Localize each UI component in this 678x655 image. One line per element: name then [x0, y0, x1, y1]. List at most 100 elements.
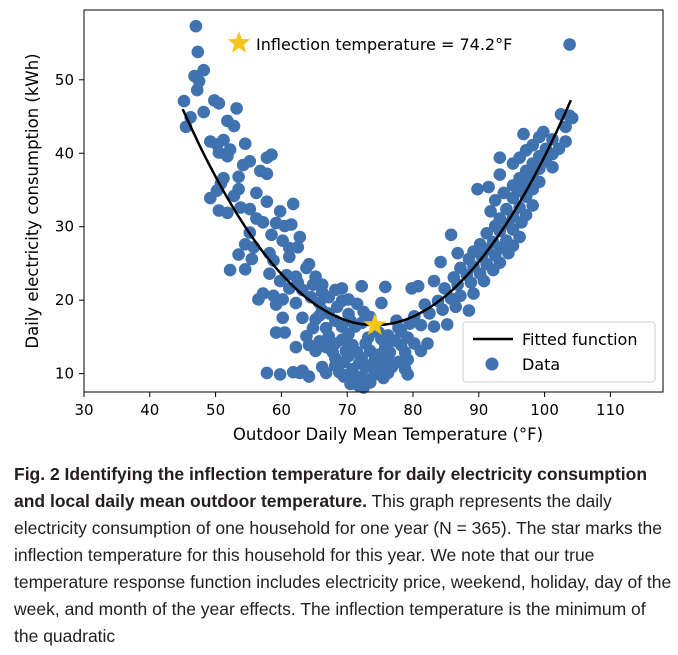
data-point: [322, 290, 336, 304]
data-point: [497, 186, 511, 200]
y-axis-ticks: 10 20 30 40 50: [55, 71, 84, 383]
data-point: [260, 366, 274, 380]
x-tick-label: 40: [140, 401, 159, 419]
data-point: [414, 318, 428, 332]
data-point: [227, 189, 241, 203]
data-point: [273, 274, 287, 288]
inflection-star: [363, 313, 387, 335]
data-point: [223, 263, 237, 277]
data-point: [252, 293, 265, 306]
data-point: [488, 194, 502, 207]
data-point: [563, 38, 576, 51]
data-point: [493, 151, 507, 164]
x-axis-label: Outdoor Daily Mean Temperature (°F): [233, 425, 543, 444]
data-point: [565, 111, 579, 125]
data-point: [286, 197, 300, 211]
data-point: [526, 199, 539, 212]
data-point: [484, 205, 497, 218]
data-point: [212, 97, 226, 110]
data-point: [273, 205, 287, 218]
data-point: [451, 246, 465, 260]
data-point: [313, 309, 326, 322]
data-point: [265, 148, 278, 161]
x-tick-label: 80: [403, 401, 422, 419]
data-point: [296, 311, 309, 325]
data-point: [263, 267, 276, 281]
data-point: [401, 368, 415, 381]
legend-label-data: Data: [522, 355, 560, 374]
data-point: [230, 102, 243, 115]
caption-title: Fig. 2 Identifying the inflection temper…: [14, 464, 648, 511]
data-point: [500, 234, 513, 247]
data-point: [260, 167, 274, 181]
data-point: [278, 326, 292, 339]
legend-label-fitted: Fitted function: [522, 330, 637, 349]
data-point: [513, 201, 526, 214]
data-point: [473, 238, 487, 251]
data-point: [238, 263, 252, 276]
data-point: [204, 191, 217, 205]
x-tick-label: 50: [206, 401, 225, 419]
data-point: [197, 63, 210, 77]
plot-frame: [83, 9, 664, 393]
data-point: [493, 168, 507, 181]
data-point: [296, 364, 309, 378]
data-point: [467, 287, 480, 300]
data-point: [500, 202, 513, 216]
data-point: [300, 261, 313, 275]
y-tick-label: 10: [55, 365, 74, 383]
data-point: [250, 212, 263, 225]
data-point: [204, 135, 217, 148]
data-point: [315, 278, 329, 292]
scatter-chart: 30 40 50 60 70 80 90 100 110 10 20 30 40 50 Outdoor …: [23, 9, 664, 444]
data-point: [265, 228, 278, 242]
data-point: [238, 137, 252, 150]
data-point: [559, 120, 572, 134]
x-axis-ticks: 30 40 50 60 70 80 90 100 110: [74, 392, 625, 419]
data-point: [269, 298, 283, 311]
data-point: [440, 318, 454, 331]
data-point: [309, 344, 322, 358]
x-tick-label: 70: [338, 401, 357, 419]
data-point: [537, 125, 550, 139]
y-axis-label: Daily electricity consumption (kWh): [23, 53, 42, 348]
data-point: [411, 279, 425, 293]
x-tick-label: 90: [469, 401, 488, 419]
data-point: [273, 368, 287, 381]
data-point: [319, 366, 333, 380]
data-point: [221, 206, 234, 220]
y-tick-label: 40: [55, 144, 74, 162]
data-point: [232, 170, 245, 184]
data-point: [306, 278, 320, 292]
data-point: [190, 83, 204, 97]
y-tick-label: 20: [55, 291, 74, 309]
data-point: [236, 158, 250, 172]
x-tick-label: 110: [596, 401, 625, 419]
data-point: [392, 321, 405, 335]
data-point: [447, 271, 461, 284]
data-point: [232, 248, 245, 261]
data-point: [276, 311, 290, 325]
data-point: [438, 282, 451, 295]
data-point: [454, 261, 467, 275]
data-point: [223, 143, 237, 156]
legend-box: [462, 321, 656, 383]
data-point: [221, 114, 234, 128]
data-point: [377, 371, 390, 385]
data-point: [283, 250, 296, 264]
x-tick-label: 100: [530, 401, 559, 419]
figure-caption: Fig. 2 Identifying the inflection temper…: [14, 461, 674, 650]
data-point: [355, 279, 369, 293]
y-tick-label: 30: [55, 218, 74, 236]
data-point: [245, 252, 259, 266]
data-point: [434, 255, 447, 269]
data-point: [517, 127, 530, 141]
data-point: [177, 94, 191, 108]
data-point: [454, 289, 467, 303]
y-tick-label: 50: [55, 71, 74, 89]
data-point: [197, 105, 210, 119]
data-point: [471, 182, 484, 196]
x-tick-label: 30: [74, 401, 93, 419]
data-point: [359, 360, 372, 374]
data-point: [291, 241, 305, 254]
